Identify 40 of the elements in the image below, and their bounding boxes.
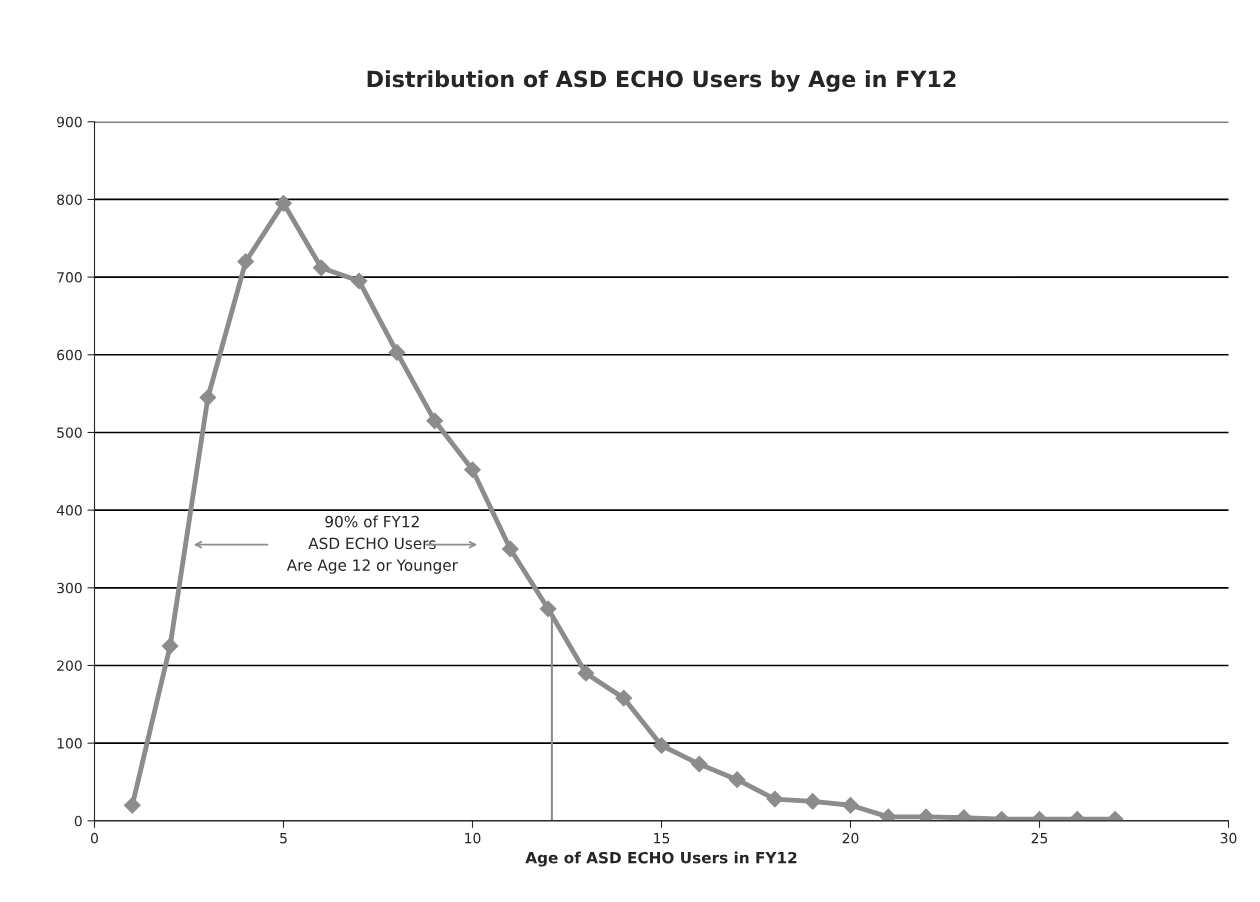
point [312,259,330,277]
x-tick-label: 0 [91,832,98,844]
y-tick-label: 200 [57,660,82,671]
point [842,796,859,814]
point [275,194,292,212]
x-tick-label: 10 [465,832,481,844]
y-tick-label: 700 [57,272,82,283]
chart-title: Distribution of ASD ECHO Users by Age in FY12 [367,70,956,92]
point [388,344,406,361]
point [161,637,179,655]
x-tick-label: 30 [1220,832,1237,844]
point [728,771,746,789]
x-tick-label: 20 [842,832,859,844]
x-axis-title: Age of ASD ECHO Users in FY12 [525,851,797,867]
point [237,253,255,270]
y-tick-label: 500 [57,427,82,438]
y-tick-label: 100 [57,738,82,749]
point [464,461,481,479]
point [766,790,784,808]
y-tick-label: 300 [57,582,82,594]
point [350,272,368,290]
y-tick-label: 900 [57,116,82,128]
point [539,600,557,618]
point [426,412,444,430]
point [690,755,708,773]
point [199,389,217,406]
x-tick-label: 25 [1031,832,1048,844]
point [501,540,519,558]
y-tick-label: 400 [56,505,82,516]
y-tick-label: 0 [74,815,82,827]
y-tick-label: 600 [57,349,82,361]
point [123,796,141,814]
x-tick-label: 5 [280,833,287,844]
point [577,664,595,682]
point [615,689,633,707]
annotation: 90% of FY12 ASD ECHO Users Are Age 12 or Younger [286,515,458,574]
x-tick-label: 15 [654,833,670,844]
point [804,793,822,810]
y-tick-label: 800 [57,194,82,205]
point [653,737,670,754]
